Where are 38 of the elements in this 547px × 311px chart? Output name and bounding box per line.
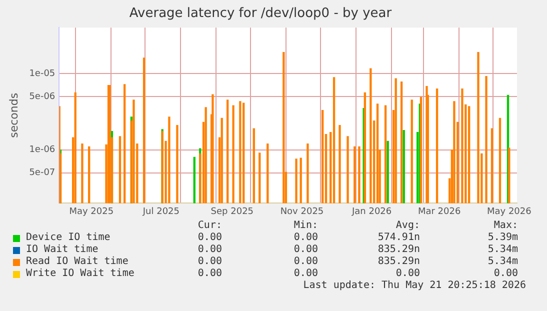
y-tick-label: 1e-05: [29, 68, 56, 79]
text: Avg:: [396, 220, 420, 231]
text: 5.34m: [488, 244, 518, 255]
text: 0.00: [198, 268, 222, 279]
x-tick-label: Jul 2025: [142, 206, 180, 217]
text: 0.00: [198, 232, 222, 243]
x-tick-label: Sep 2025: [210, 206, 254, 217]
y-tick-label: 5e-06: [29, 92, 56, 102]
text: Max:: [494, 220, 518, 231]
chart-title: Average latency for /dev/loop0 - by year: [129, 6, 392, 22]
text: Min:: [294, 220, 318, 231]
text: 5.34m: [488, 256, 518, 267]
text: 0.00: [294, 244, 318, 255]
text: 0.00: [294, 232, 318, 243]
x-tick-label: May 2025: [69, 206, 114, 217]
x-tick-label: Nov 2025: [280, 206, 324, 217]
y-tick-label: 1e-06: [29, 145, 56, 156]
text: 835.29n: [378, 256, 420, 267]
text: 835.29n: [378, 244, 420, 255]
y-axis-title: seconds: [7, 92, 20, 138]
text: 0.00: [396, 268, 420, 279]
text: 0.00: [294, 268, 318, 279]
text: Last update: Thu May 21 20:25:18 2026: [303, 280, 526, 291]
legend-label: Write IO Wait time: [26, 268, 134, 279]
text: 0.00: [198, 244, 222, 255]
x-tick-label: Mar 2026: [418, 206, 461, 217]
legend-label: Read IO Wait time: [26, 256, 128, 267]
y-tick-label: 5e-07: [29, 168, 56, 178]
x-tick-label: May 2026: [486, 206, 532, 217]
text: 0.00: [494, 268, 518, 279]
text: 0.00: [294, 256, 318, 267]
x-tick-label: Jan 2026: [350, 206, 392, 217]
legend-label: IO Wait time: [26, 244, 98, 255]
text: Cur:: [198, 220, 222, 231]
text: 5.39m: [488, 232, 518, 243]
text: 0.00: [198, 256, 222, 267]
text: 574.91n: [378, 232, 420, 243]
legend-label: Device IO time: [26, 232, 110, 243]
